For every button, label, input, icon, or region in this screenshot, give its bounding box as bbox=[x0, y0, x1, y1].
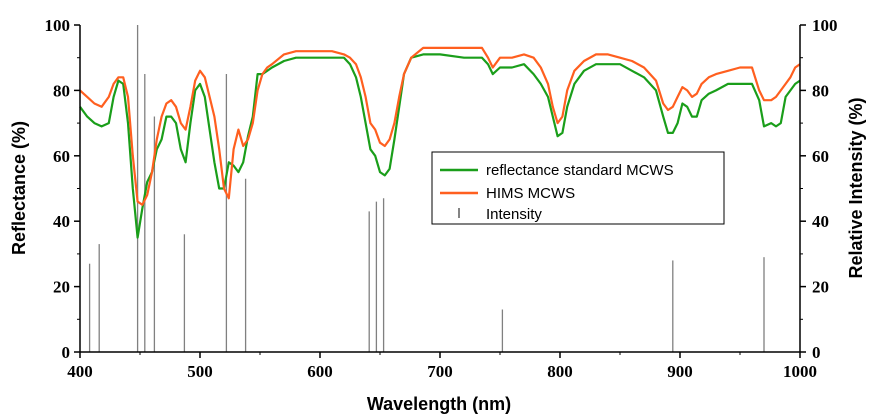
series-line-reflectance bbox=[79, 53, 801, 239]
legend-label-intensity: Intensity bbox=[486, 206, 542, 223]
y2-tick-label: 0 bbox=[812, 343, 821, 362]
y-tick-label: 0 bbox=[62, 343, 71, 362]
y-axis-title: Reflectance (%) bbox=[9, 121, 29, 255]
x-axis-title: Wavelength (nm) bbox=[367, 394, 511, 414]
x-tick-label: 600 bbox=[307, 362, 333, 381]
y2-tick-label: 60 bbox=[812, 147, 829, 166]
y2-axis-title: Relative Intensity (%) bbox=[846, 97, 866, 278]
y-tick-label: 60 bbox=[53, 147, 70, 166]
legend: reflectance standard MCWS HIMS MCWS Inte… bbox=[431, 151, 725, 225]
y-tick-label: 40 bbox=[53, 212, 70, 231]
legend-label-hims: HIMS MCWS bbox=[486, 185, 575, 202]
x-tick-label: 1000 bbox=[783, 362, 817, 381]
legend-box bbox=[431, 151, 725, 225]
y2-tick-label: 20 bbox=[812, 278, 829, 297]
intensity-stems bbox=[88, 25, 765, 352]
x-tick-label: 700 bbox=[427, 362, 453, 381]
axes bbox=[74, 24, 806, 358]
y2-tick-label: 100 bbox=[812, 16, 838, 35]
y2-tick-label: 80 bbox=[812, 81, 829, 100]
series-line-hims bbox=[79, 46, 801, 206]
series-lines bbox=[79, 46, 801, 239]
legend-label-reflectance: reflectance standard MCWS bbox=[486, 162, 674, 179]
x-tick-label: 400 bbox=[67, 362, 93, 381]
y-tick-label: 100 bbox=[45, 16, 71, 35]
tick-labels: 400 500 600 700 800 900 1000020406080100020406… bbox=[45, 16, 838, 381]
x-tick-label: 900 bbox=[667, 362, 693, 381]
y2-tick-label: 40 bbox=[812, 212, 829, 231]
x-tick-label: 500 bbox=[187, 362, 213, 381]
y-tick-label: 20 bbox=[53, 278, 70, 297]
x-tick-label: 800 bbox=[547, 362, 573, 381]
y-tick-label: 80 bbox=[53, 81, 70, 100]
